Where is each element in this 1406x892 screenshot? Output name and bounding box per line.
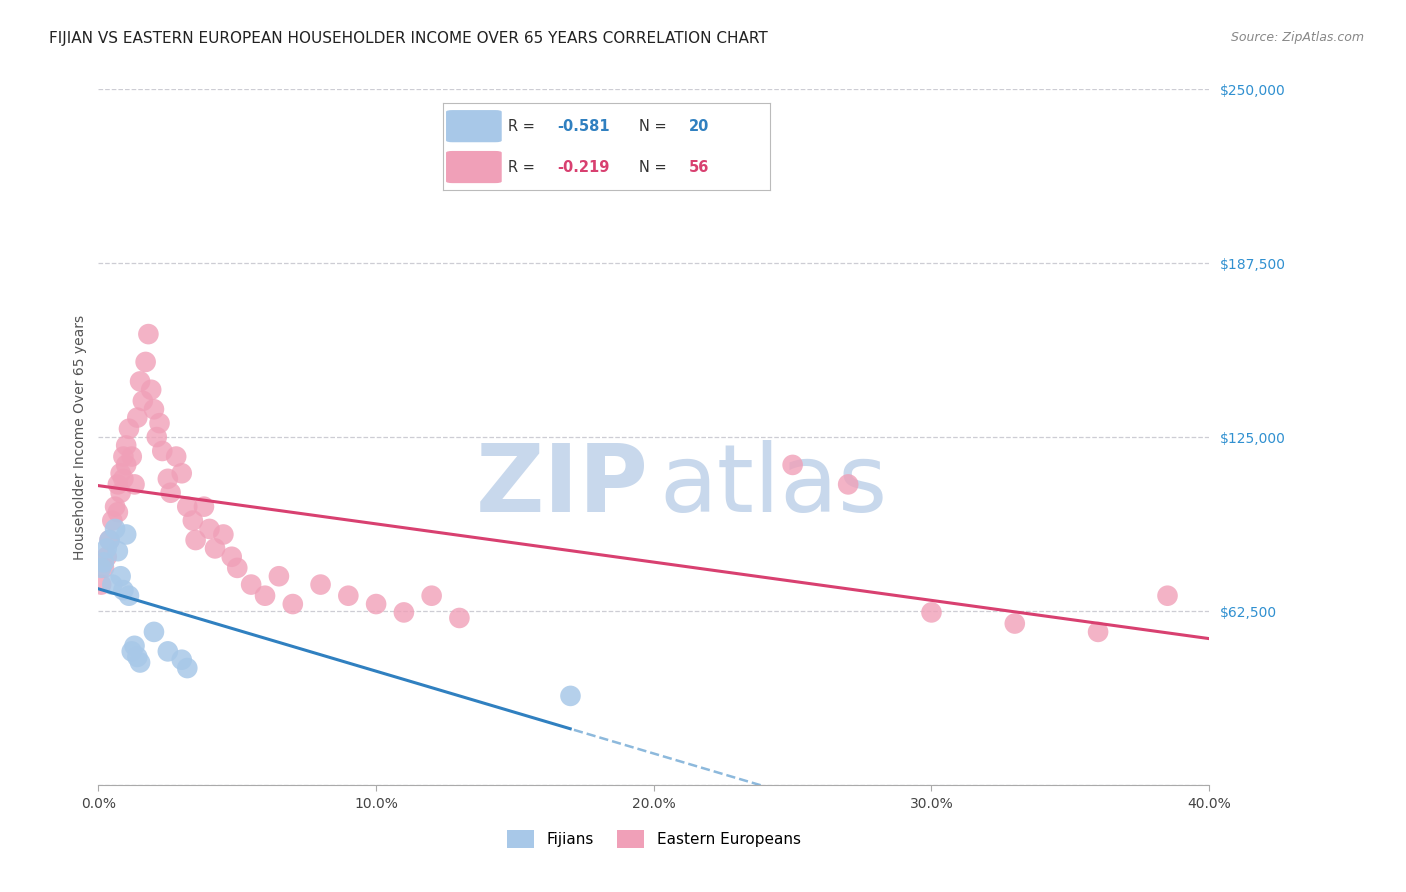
Point xyxy=(198,522,221,536)
Point xyxy=(221,549,243,564)
Point xyxy=(420,589,443,603)
Point xyxy=(366,597,388,611)
Point xyxy=(118,422,141,436)
Point xyxy=(96,549,118,564)
Point xyxy=(121,644,143,658)
Text: ZIP: ZIP xyxy=(475,440,648,532)
Point xyxy=(1156,589,1178,603)
Point xyxy=(148,416,170,430)
Point xyxy=(176,500,198,514)
Point xyxy=(90,577,112,591)
Point xyxy=(115,527,138,541)
Text: FIJIAN VS EASTERN EUROPEAN HOUSEHOLDER INCOME OVER 65 YEARS CORRELATION CHART: FIJIAN VS EASTERN EUROPEAN HOUSEHOLDER I… xyxy=(49,31,768,46)
Point xyxy=(143,624,166,639)
Point xyxy=(1004,616,1026,631)
Point xyxy=(107,505,129,519)
Point xyxy=(124,477,146,491)
Point xyxy=(226,561,249,575)
Point xyxy=(159,485,181,500)
Point xyxy=(118,589,141,603)
Point xyxy=(112,472,135,486)
Point xyxy=(337,589,360,603)
Point xyxy=(156,644,179,658)
Point xyxy=(132,393,155,408)
Point xyxy=(193,500,215,514)
Point xyxy=(281,597,304,611)
Point xyxy=(145,430,167,444)
Point xyxy=(112,450,135,464)
Y-axis label: Householder Income Over 65 years: Householder Income Over 65 years xyxy=(73,315,87,559)
Point xyxy=(267,569,290,583)
Point xyxy=(782,458,804,472)
Point xyxy=(93,561,115,575)
Point xyxy=(920,606,942,620)
Point xyxy=(115,458,138,472)
Point xyxy=(184,533,207,547)
Point xyxy=(104,522,127,536)
Point xyxy=(181,514,204,528)
Point xyxy=(115,438,138,452)
Point xyxy=(127,410,149,425)
Point xyxy=(104,500,127,514)
Point xyxy=(129,656,152,670)
Point xyxy=(309,577,332,591)
Point xyxy=(127,649,149,664)
Point xyxy=(170,653,193,667)
Point xyxy=(240,577,263,591)
Point xyxy=(124,639,146,653)
Point xyxy=(129,375,152,389)
Point xyxy=(560,689,582,703)
Point xyxy=(143,402,166,417)
Point xyxy=(112,583,135,598)
Point xyxy=(141,383,163,397)
Point xyxy=(93,555,115,569)
Point xyxy=(98,533,121,547)
Legend: Fijians, Eastern Europeans: Fijians, Eastern Europeans xyxy=(501,824,807,854)
Point xyxy=(135,355,157,369)
Text: atlas: atlas xyxy=(659,440,887,532)
Point xyxy=(90,561,112,575)
Point xyxy=(204,541,226,556)
Point xyxy=(101,514,124,528)
Point xyxy=(212,527,235,541)
Point xyxy=(156,472,179,486)
Point xyxy=(176,661,198,675)
Point xyxy=(253,589,276,603)
Point xyxy=(121,450,143,464)
Point xyxy=(96,541,118,556)
Point xyxy=(107,477,129,491)
Point xyxy=(98,533,121,547)
Point xyxy=(110,467,132,481)
Point xyxy=(138,327,160,342)
Point xyxy=(110,485,132,500)
Text: Source: ZipAtlas.com: Source: ZipAtlas.com xyxy=(1230,31,1364,45)
Point xyxy=(110,569,132,583)
Point xyxy=(150,444,173,458)
Point xyxy=(101,577,124,591)
Point xyxy=(1087,624,1109,639)
Point xyxy=(837,477,859,491)
Point xyxy=(107,544,129,558)
Point xyxy=(392,606,415,620)
Point xyxy=(170,467,193,481)
Point xyxy=(165,450,187,464)
Point xyxy=(449,611,471,625)
